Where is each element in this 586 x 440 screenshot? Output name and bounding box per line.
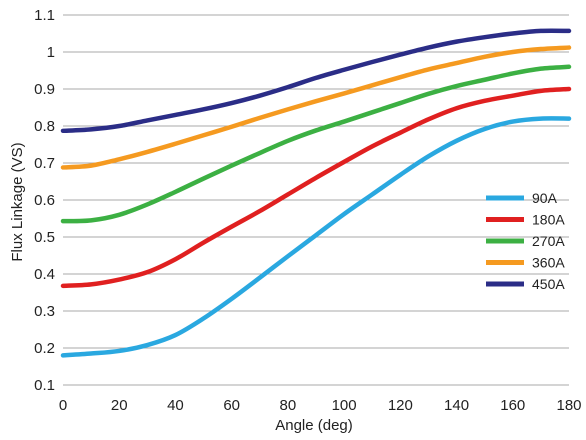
y-tick-label: 0.8 <box>34 118 55 135</box>
y-tick-label: 0.7 <box>34 155 55 172</box>
series-lines <box>63 31 569 356</box>
legend-label: 180A <box>532 212 565 228</box>
x-tick-label: 60 <box>223 397 240 414</box>
x-tick-label: 100 <box>332 397 357 414</box>
y-tick-label: 0.4 <box>34 266 55 283</box>
series-line-450A <box>63 31 569 131</box>
y-tick-label: 0.6 <box>34 192 55 209</box>
legend-label: 360A <box>532 255 565 271</box>
x-tick-label: 80 <box>280 397 297 414</box>
y-tick-label: 0.1 <box>34 377 55 394</box>
y-tick-label: 0.3 <box>34 303 55 320</box>
series-line-360A <box>63 48 569 168</box>
x-tick-label: 20 <box>111 397 128 414</box>
legend-label: 450A <box>532 276 565 292</box>
x-tick-label: 180 <box>556 397 581 414</box>
y-axis-ticks: 0.1 0.2 0.3 0.4 0.5 0.6 0.7 0.8 0.9 1 1.1 <box>34 7 55 394</box>
x-tick-label: 140 <box>444 397 469 414</box>
x-tick-label: 160 <box>500 397 525 414</box>
legend-label: 90A <box>532 190 558 206</box>
x-axis-title: Angle (deg) <box>275 417 353 434</box>
series-line-180A <box>63 89 569 286</box>
x-tick-label: 40 <box>167 397 184 414</box>
y-tick-label: 1.1 <box>34 7 55 24</box>
y-tick-label: 0.2 <box>34 340 55 357</box>
x-axis-ticks: 0 20 40 60 80 100 120 140 160 180 <box>59 397 582 414</box>
y-tick-label: 1 <box>47 44 55 61</box>
y-tick-label: 0.9 <box>34 81 55 98</box>
legend: 90A 180A 270A 360A 450A <box>486 190 565 292</box>
legend-label: 270A <box>532 233 565 249</box>
y-tick-label: 0.5 <box>34 229 55 246</box>
y-axis-title: Flux Linkage (VS) <box>9 142 26 261</box>
x-tick-label: 0 <box>59 397 67 414</box>
x-tick-label: 120 <box>388 397 413 414</box>
